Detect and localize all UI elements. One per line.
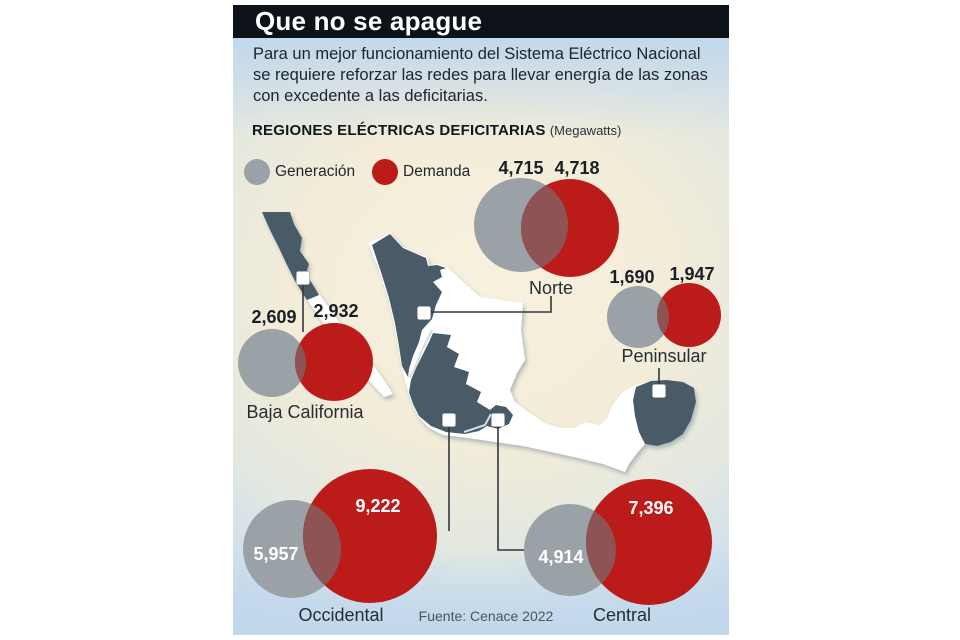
value-occidental-generacion: 5,957: [253, 544, 299, 564]
section-unit: (Megawatts): [549, 123, 622, 138]
bubbles-central: [524, 479, 712, 605]
bubble-baja-demanda: [295, 323, 373, 401]
section-heading: REGIONES ELÉCTRICAS DEFICITARIAS (Megawa…: [252, 122, 621, 139]
value-central-demanda: 7,396: [628, 498, 674, 518]
value-norte-demanda: 4,718: [554, 158, 600, 178]
section-heading-text: REGIONES ELÉCTRICAS DEFICITARIAS: [252, 122, 546, 139]
bubble-central-demanda: [586, 479, 712, 605]
label-norte: Norte: [528, 278, 573, 298]
value-occidental-demanda: 9,222: [355, 496, 401, 516]
value-baja-demanda: 2,932: [313, 301, 359, 321]
bubble-baja-generacion: [238, 329, 306, 397]
label-central: Central: [592, 605, 652, 625]
legend-generacion-label: Generación: [275, 163, 356, 180]
value-peninsular-demanda: 1,947: [669, 264, 715, 284]
value-peninsular-generacion: 1,690: [609, 267, 655, 287]
bubbles-norte: [474, 178, 619, 277]
source-credit: Fuente: Cenace 2022: [418, 608, 554, 624]
value-central-generacion: 4,914: [538, 547, 584, 567]
map-region-peninsular: [633, 380, 696, 446]
bubble-peninsular-demanda: [657, 283, 721, 347]
legend-demanda-icon: [372, 159, 398, 185]
subtitle: Para un mejor funcionamiento del Sistema…: [253, 44, 715, 107]
map-region-norte: [372, 234, 446, 377]
subtitle-line: se requiere reforzar las redes para llev…: [253, 66, 708, 84]
marker-occidental-icon: [442, 413, 456, 427]
connector-central: [497, 426, 526, 551]
bubble-norte-overlap: [521, 179, 568, 272]
label-peninsular: Peninsular: [621, 346, 707, 366]
marker-baja-california-icon: [296, 271, 310, 285]
marker-central-icon: [491, 413, 505, 427]
map-region-occidental-central: [409, 333, 513, 434]
infographic-panel: Que no se apague Para un mejor funcionam…: [233, 5, 729, 635]
marker-norte-icon: [417, 306, 431, 320]
bubbles-peninsular: [607, 283, 721, 348]
bubbles-occidental: [243, 469, 437, 603]
map-markers: [296, 271, 666, 427]
legend-generacion-icon: [244, 159, 270, 185]
map-region-baja-norte: [262, 212, 319, 300]
map-region-boundaries: [408, 329, 492, 433]
title-bar: Que no se apague: [233, 5, 729, 38]
bubble-peninsular-generacion: [607, 286, 669, 348]
marker-peninsular-icon: [652, 384, 666, 398]
subtitle-line: con excedente a las deficitarias.: [253, 87, 488, 105]
bubbles-baja-california: [238, 323, 373, 401]
label-baja-california: Baja California: [246, 402, 364, 422]
connector-lines: [302, 284, 660, 551]
legend-demanda-label: Demanda: [403, 163, 471, 180]
value-norte-generacion: 4,715: [498, 158, 544, 178]
subtitle-line: Para un mejor funcionamiento del Sistema…: [253, 45, 701, 63]
label-occidental: Occidental: [298, 605, 384, 625]
connector-norte: [430, 296, 552, 313]
page-title: Que no se apague: [255, 6, 483, 36]
value-baja-generacion: 2,609: [251, 307, 297, 327]
background-gradient-top: [233, 38, 729, 138]
